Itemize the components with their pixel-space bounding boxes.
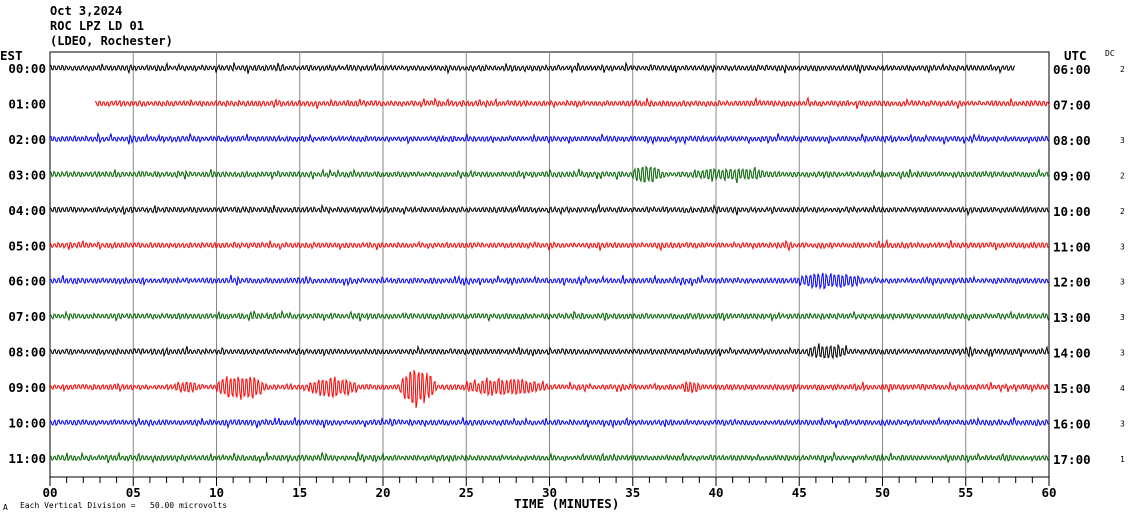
est-time-label: 11:00: [8, 451, 46, 466]
est-time-label: 07:00: [8, 309, 46, 324]
dc-value: 3: [1120, 349, 1125, 358]
utc-time-label: 16:00: [1053, 417, 1091, 432]
x-tick-label: 35: [625, 485, 640, 500]
seismic-trace: [49, 272, 1050, 290]
seismic-trace: [49, 131, 1050, 146]
dc-value: 3: [1120, 420, 1125, 429]
est-time-label: 05:00: [8, 238, 46, 253]
date-label: Oct 3,2024: [50, 4, 123, 18]
x-axis-title: TIME (MINUTES): [514, 496, 619, 511]
seismic-trace: [94, 96, 1050, 110]
dc-value: 4: [1120, 384, 1125, 393]
utc-time-label: 10:00: [1053, 204, 1091, 219]
utc-time-label: 06:00: [1053, 62, 1091, 77]
x-tick-label: 55: [958, 485, 973, 500]
x-tick-label: 05: [126, 485, 141, 500]
seismic-trace: [49, 309, 1050, 323]
x-tick-label: 20: [375, 485, 390, 500]
network-label: (LDEO, Rochester): [50, 34, 173, 48]
x-tick-label: 45: [792, 485, 807, 500]
est-time-label: 04:00: [8, 203, 46, 218]
x-tick-label: 10: [209, 485, 224, 500]
x-tick-label: 40: [708, 485, 723, 500]
seismic-trace: [49, 202, 1050, 217]
est-time-label: 06:00: [8, 274, 46, 289]
x-tick-label: 30: [542, 485, 557, 500]
dc-value: 1: [1120, 455, 1125, 464]
est-time-label: 08:00: [8, 345, 46, 360]
dc-value: 3: [1120, 313, 1125, 322]
dc-value: 2: [1120, 171, 1125, 180]
seismic-trace: [49, 343, 1050, 360]
seismic-trace: [49, 61, 1016, 75]
est-time-label: 10:00: [8, 416, 46, 431]
utc-time-label: 07:00: [1053, 97, 1091, 112]
seismic-trace: [49, 450, 1049, 464]
dc-value: 2: [1120, 207, 1125, 216]
est-axis-label: EST: [0, 48, 23, 63]
utc-time-label: 15:00: [1053, 381, 1091, 396]
utc-time-label: 13:00: [1053, 310, 1091, 325]
seismic-trace: [49, 165, 1050, 184]
utc-axis-label: UTC: [1064, 48, 1087, 63]
est-time-label: 02:00: [8, 132, 46, 147]
x-tick-label: 50: [875, 485, 890, 500]
x-tick-label: 60: [1041, 485, 1056, 500]
utc-time-label: 08:00: [1053, 133, 1091, 148]
dc-value: 3: [1120, 136, 1125, 145]
utc-time-label: 09:00: [1053, 168, 1091, 183]
est-time-label: 03:00: [8, 167, 46, 182]
utc-time-label: 17:00: [1053, 452, 1091, 467]
x-tick-label: 25: [459, 485, 474, 500]
seismic-trace: [49, 416, 1050, 430]
seismic-trace: [49, 369, 1050, 408]
seismic-trace: [49, 238, 1050, 253]
x-tick-label: 15: [292, 485, 307, 500]
x-tick-label: 00: [42, 485, 57, 500]
station-label: ROC LPZ LD 01: [50, 19, 144, 33]
est-time-label: 01:00: [8, 96, 46, 111]
dc-value: 3: [1120, 278, 1125, 287]
utc-time-label: 12:00: [1053, 275, 1091, 290]
dc-value: 2: [1120, 65, 1125, 74]
utc-time-label: 11:00: [1053, 239, 1091, 254]
est-time-label: 00:00: [8, 61, 46, 76]
dc-value: 3: [1120, 242, 1125, 251]
dc-label: DC: [1105, 49, 1115, 58]
corner-mark: A: [3, 503, 8, 512]
scale-note: Each Vertical Division = 50.00 microvolt…: [20, 501, 227, 510]
utc-time-label: 14:00: [1053, 346, 1091, 361]
est-time-label: 09:00: [8, 380, 46, 395]
